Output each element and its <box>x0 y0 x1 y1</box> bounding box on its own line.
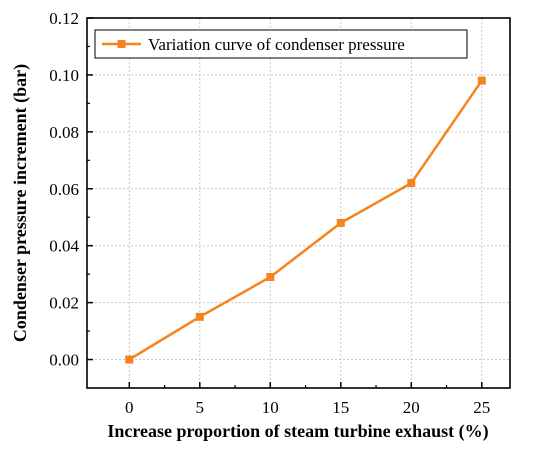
data-point <box>407 179 416 188</box>
data-point <box>477 76 486 85</box>
y-tick-label: 0.02 <box>49 294 79 313</box>
data-point <box>266 273 275 281</box>
x-tick-label: 20 <box>403 398 420 417</box>
y-tick-label: 0.08 <box>49 123 79 142</box>
y-tick-label: 0.00 <box>49 351 79 370</box>
series-line <box>128 79 483 361</box>
legend-marker <box>117 40 126 48</box>
x-tick-labels: 0 5 10 15 20 25 <box>125 398 490 417</box>
data-point <box>125 355 134 364</box>
data-point <box>195 312 204 321</box>
axis-ticks <box>87 17 483 388</box>
x-axis-label: Increase proportion of steam turbine exh… <box>107 421 488 442</box>
plot-frame <box>86 17 511 389</box>
legend: Variation curve of condenser pressure <box>94 29 468 59</box>
y-tick-label: 0.04 <box>49 237 79 256</box>
x-tick-label: 15 <box>332 398 349 417</box>
y-tick-label: 0.10 <box>49 66 79 85</box>
y-tick-labels: 0.00 0.02 0.04 0.06 0.08 0.10 0.12 <box>49 9 79 370</box>
y-tick-label: 0.12 <box>49 9 79 28</box>
x-tick-label: 0 <box>125 398 134 417</box>
legend-label: Variation curve of condenser pressure <box>148 35 405 54</box>
data-point <box>336 218 345 227</box>
x-tick-label: 25 <box>473 398 490 417</box>
series-group <box>125 76 486 364</box>
grid-lines <box>87 17 510 388</box>
y-axis-label: Condenser pressure increment (bar) <box>10 64 31 342</box>
x-tick-label: 10 <box>262 398 279 417</box>
y-tick-label: 0.06 <box>49 180 79 199</box>
legend-box <box>94 29 468 59</box>
x-tick-label: 5 <box>196 398 205 417</box>
